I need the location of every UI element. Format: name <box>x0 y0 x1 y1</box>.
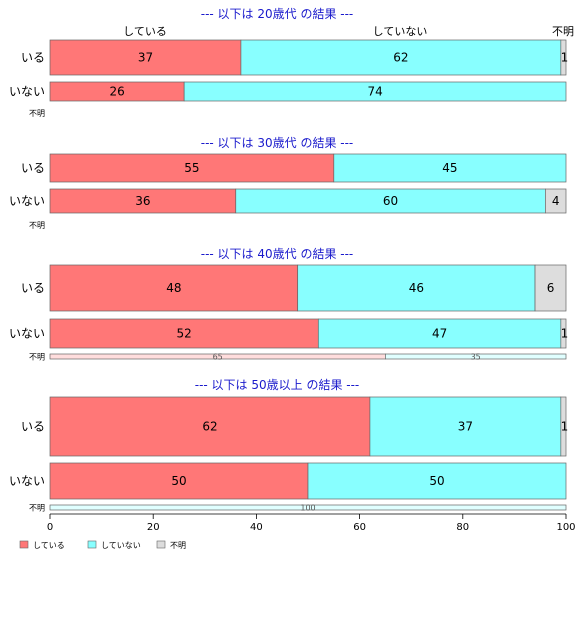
data-label: 1 <box>561 327 569 341</box>
bar-segment-doing <box>49 396 371 457</box>
data-label: 47 <box>432 327 447 341</box>
bar-segment-not-doing <box>317 318 562 349</box>
x-tick-label: 20 <box>147 522 160 533</box>
top-category-label: している <box>123 25 167 38</box>
bar-segment-doing <box>49 264 299 312</box>
row-label: 不明 <box>29 353 45 362</box>
x-tick-label: 40 <box>250 522 263 533</box>
data-label: 100 <box>300 504 315 513</box>
data-label: 6 <box>547 281 555 295</box>
bar-segment-not-doing <box>183 81 567 102</box>
bar-segment-unknown <box>560 396 567 457</box>
row-label: いない <box>9 194 45 208</box>
data-label: 37 <box>138 51 153 65</box>
legend-swatch-unknown <box>156 540 166 549</box>
data-label: 46 <box>409 281 424 295</box>
legend-swatch-not-doing <box>87 540 97 549</box>
bar-segment-not-doing <box>49 504 567 511</box>
data-label: 62 <box>202 420 217 434</box>
group-title: --- 以下は 30歳代 の結果 --- <box>201 136 354 150</box>
data-label: 4 <box>552 194 560 208</box>
x-tick-label: 100 <box>556 522 575 533</box>
row-label: 不明 <box>29 221 45 230</box>
x-tick-label: 0 <box>47 522 53 533</box>
bar-segment-not-doing <box>385 353 567 360</box>
data-label: 35 <box>471 353 481 362</box>
bar-segment-not-doing <box>240 39 562 76</box>
row-label: いない <box>9 474 45 488</box>
legend-label: 不明 <box>170 541 186 550</box>
x-tick-label: 60 <box>353 522 366 533</box>
bar-segment-unknown <box>534 264 567 312</box>
data-label: 50 <box>171 474 186 488</box>
row-label: いる <box>21 281 45 295</box>
bar-segment-not-doing <box>297 264 536 312</box>
group-title: --- 以下は 40歳代 の結果 --- <box>201 247 354 261</box>
data-label: 65 <box>213 353 223 362</box>
data-label: 1 <box>561 51 569 65</box>
legend-swatch-doing <box>19 540 29 549</box>
row-label: 不明 <box>29 109 45 118</box>
data-label: 45 <box>442 161 457 175</box>
bar-segment-doing <box>49 153 335 183</box>
legend-label: している <box>33 541 65 550</box>
row-label: いない <box>9 85 45 99</box>
bar-segment-not-doing <box>307 462 567 500</box>
top-category-label: していない <box>373 25 428 38</box>
data-label: 55 <box>184 161 199 175</box>
data-label: 74 <box>367 85 382 99</box>
data-label: 50 <box>429 474 444 488</box>
bar-segment-unknown <box>545 188 567 214</box>
data-label: 62 <box>393 51 408 65</box>
row-label: いる <box>21 161 45 175</box>
bar-segment-not-doing <box>369 396 562 457</box>
top-category-label: 不明 <box>552 25 574 38</box>
group-title: --- 以下は 20歳代 の結果 --- <box>201 7 354 21</box>
legend-label: していない <box>101 541 141 550</box>
bar-segment-doing <box>49 462 309 500</box>
row-label: いる <box>21 420 45 434</box>
bar-segment-unknown <box>560 39 567 76</box>
row-label: いない <box>9 327 45 341</box>
data-label: 37 <box>458 420 473 434</box>
bar-segment-not-doing <box>333 153 567 183</box>
data-label: 36 <box>135 194 150 208</box>
x-tick-label: 80 <box>456 522 469 533</box>
data-label: 26 <box>109 85 124 99</box>
data-label: 48 <box>166 281 181 295</box>
bar-segment-doing <box>49 318 319 349</box>
bar-segment-doing <box>49 188 237 214</box>
bar-segment-not-doing <box>235 188 546 214</box>
data-label: 1 <box>561 420 569 434</box>
bar-segment-doing <box>49 39 242 76</box>
bar-segment-unknown <box>560 318 567 349</box>
row-label: いる <box>21 51 45 65</box>
data-label: 60 <box>383 194 398 208</box>
data-label: 52 <box>177 327 192 341</box>
row-label: 不明 <box>29 504 45 513</box>
group-title: --- 以下は 50歳以上 の結果 --- <box>195 378 360 392</box>
